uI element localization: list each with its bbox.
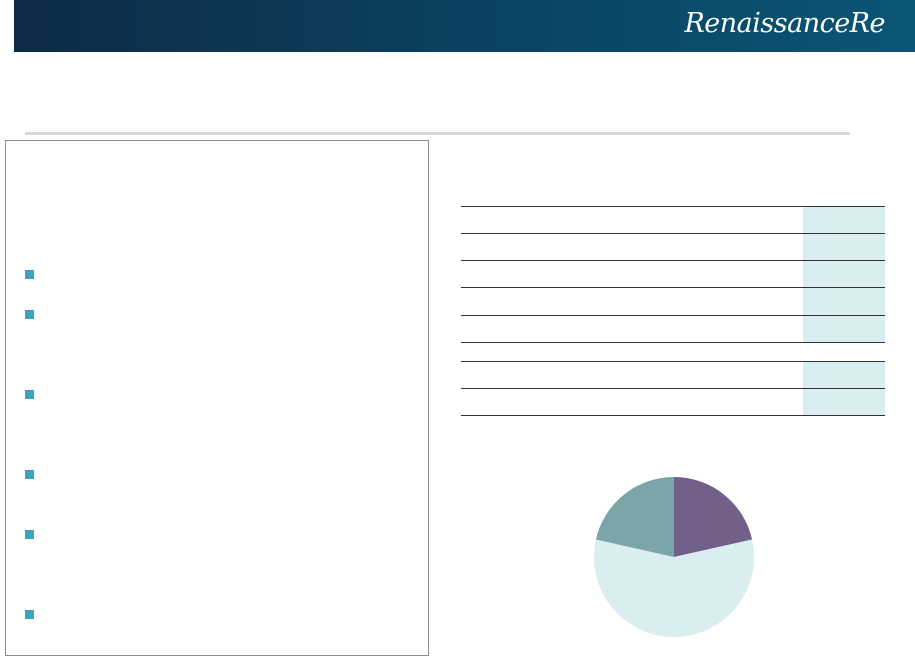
text-panel — [5, 140, 429, 656]
table-row-divider — [461, 361, 885, 362]
title-divider — [25, 132, 850, 135]
pie-slice-2 — [595, 477, 674, 557]
renaissancere-logo: RenaissanceRe — [684, 8, 885, 39]
highlight-column — [803, 206, 885, 342]
pie-chart — [594, 477, 754, 637]
header-banner: RenaissanceRe — [14, 0, 915, 52]
bullet-icon — [25, 470, 34, 479]
table-row-divider — [461, 260, 885, 261]
table-row-divider — [461, 206, 885, 207]
bullet-icon — [25, 390, 34, 399]
bullet-icon — [25, 270, 34, 279]
table-row-divider — [461, 388, 885, 389]
table-row-divider — [461, 233, 885, 234]
bullet-icon — [25, 610, 34, 619]
table-row-divider — [461, 287, 885, 288]
table-row-divider — [461, 342, 885, 343]
pie-slice-0 — [674, 477, 753, 557]
pie-slice-1 — [594, 539, 754, 637]
table-row-divider — [461, 315, 885, 316]
table-row-divider — [461, 415, 885, 416]
bullet-icon — [25, 310, 34, 319]
bullet-icon — [25, 530, 34, 539]
